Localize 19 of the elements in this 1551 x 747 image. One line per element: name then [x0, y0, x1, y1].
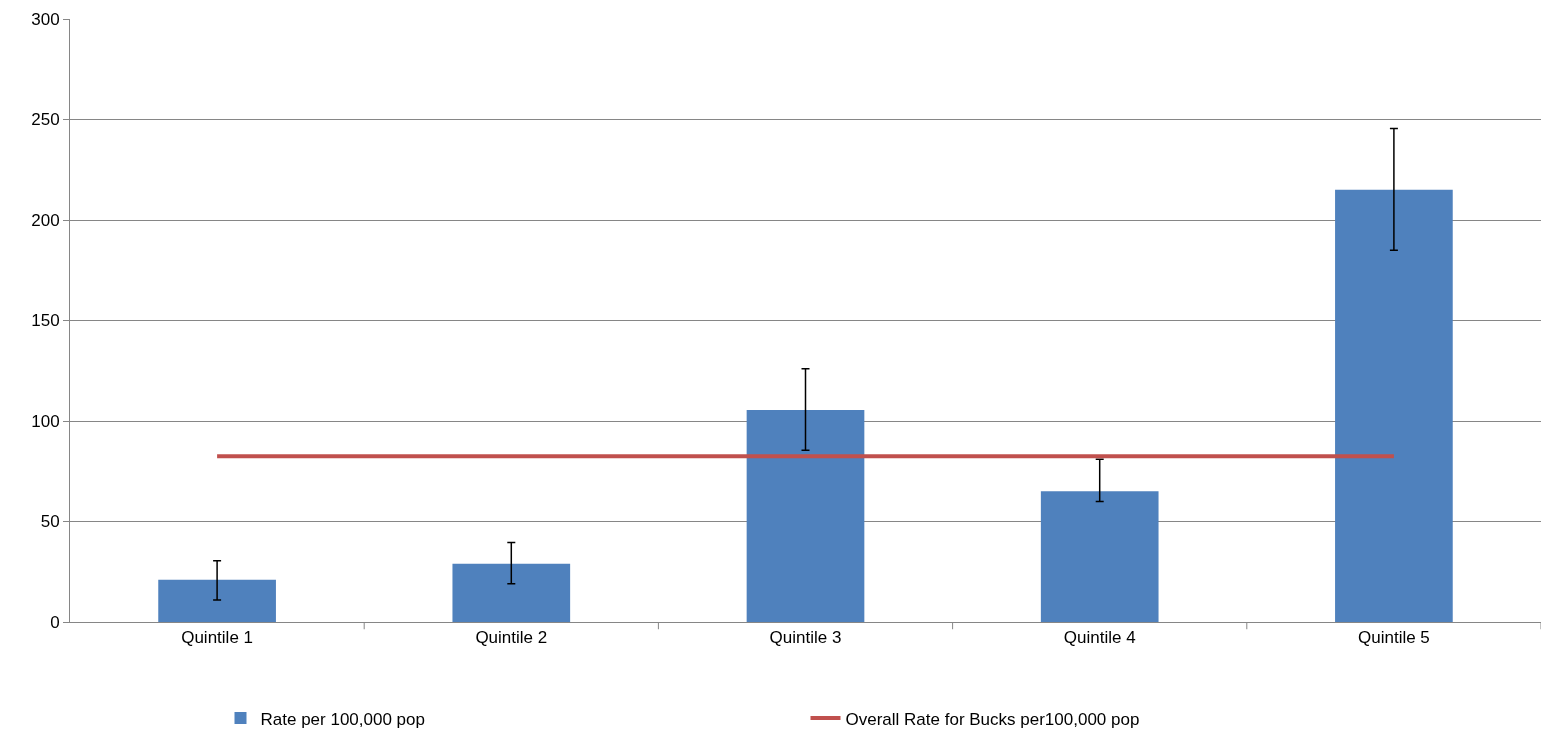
bar [158, 579, 276, 622]
y-tick-label: 150 [31, 311, 60, 331]
bar [452, 563, 571, 622]
y-tick-label: 50 [40, 512, 60, 532]
x-tick-label: Quintile 2 [475, 628, 548, 648]
x-tick-label: Quintile 1 [181, 628, 254, 648]
bar [746, 409, 865, 622]
y-tick-label: 0 [50, 612, 60, 632]
x-tick-label: Quintile 4 [1063, 628, 1136, 648]
x-tick-label: Quintile 3 [769, 628, 842, 648]
y-tick-label: 300 [31, 9, 60, 29]
x-tick-label: Quintile 5 [1357, 628, 1430, 648]
y-tick-label: 200 [31, 210, 60, 230]
bar [1040, 491, 1159, 622]
legend-label: Rate per 100,000 pop [260, 709, 425, 729]
y-tick-label: 250 [31, 110, 60, 130]
y-tick-label: 100 [31, 411, 60, 431]
legend-label: Overall Rate for Bucks per100,000 pop [845, 709, 1140, 729]
bar [1335, 189, 1453, 622]
